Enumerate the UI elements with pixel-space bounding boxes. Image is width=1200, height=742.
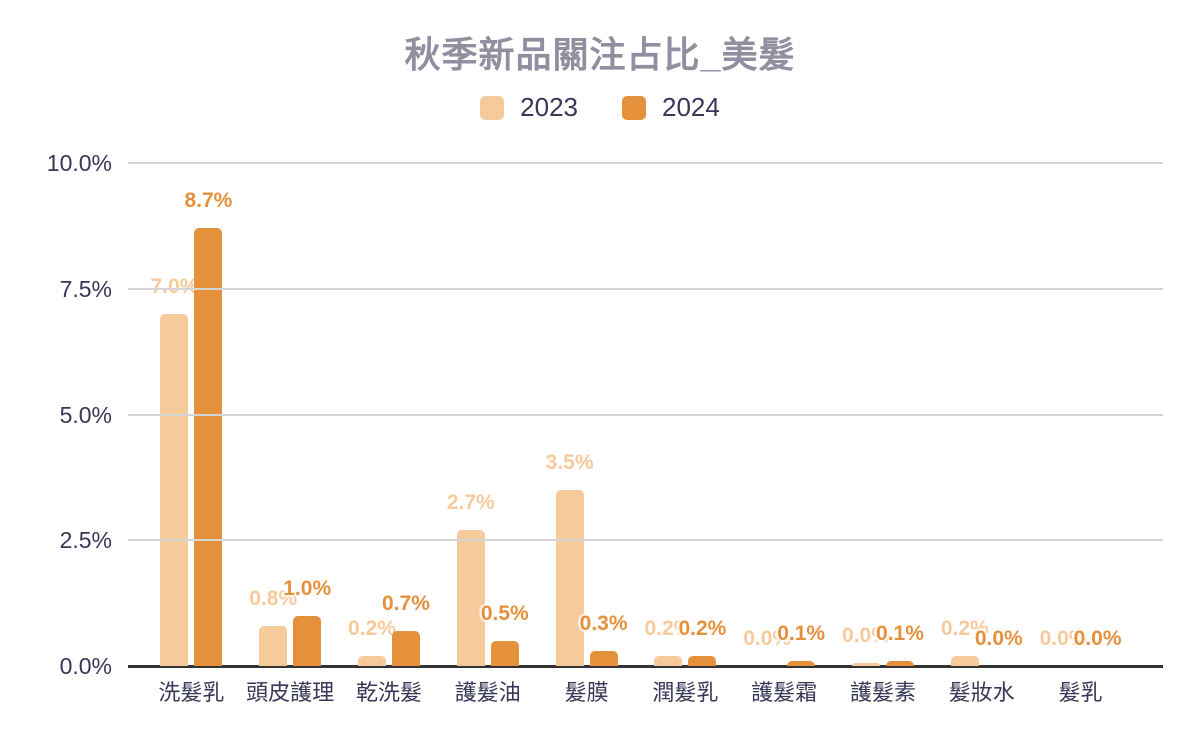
- x-tick-label: 乾洗髮: [355, 680, 422, 705]
- x-tick-label: 髮乳: [1058, 680, 1103, 705]
- bar-value-label-2023: 0.2%: [644, 617, 693, 640]
- bar-value-label-2024: 0.0%: [974, 627, 1023, 650]
- plot-area: 7.0% 8.7% 洗髮乳 0.8% 1.0% 頭皮護理 0.2% 0.7% 乾洗髮 2.7% 0.…: [47, 150, 1163, 706]
- bar-value-label-2023: 0.0%: [1039, 627, 1088, 650]
- bar-value-label-2024: 0.1%: [876, 622, 924, 645]
- legend-swatch-2023: [480, 95, 505, 120]
- bar-value-label-2023: 3.5%: [545, 451, 594, 474]
- y-tick-label: 10.0%: [46, 150, 112, 176]
- y-tick-label: 0.0%: [59, 653, 112, 679]
- bar-group-7: 0.0% 0.1% 護髮霜: [735, 163, 834, 706]
- bar-group-2: 0.8% 1.0% 頭皮護理: [241, 163, 340, 706]
- bar-value-label-2023: 7.0%: [150, 275, 199, 298]
- y-tick-label: 2.5%: [59, 527, 112, 554]
- bar-group-1: 7.0% 8.7% 洗髮乳: [142, 163, 241, 706]
- bar-2024: [787, 661, 816, 666]
- bar-value-label-2023: 0.0%: [842, 624, 890, 647]
- bar-2023: [950, 656, 979, 666]
- bar-group-3: 0.2% 0.7% 乾洗髮: [340, 163, 439, 706]
- bar-value-label-2023: 2.7%: [446, 491, 495, 514]
- bar-value-label-2024: 0.5%: [480, 602, 529, 625]
- gridline: [128, 539, 1163, 542]
- x-tick-label: 髮妝水: [948, 680, 1015, 705]
- bar-2023: [456, 530, 485, 666]
- legend: 2023 2024: [0, 92, 1200, 123]
- bar-2023: [851, 663, 880, 666]
- bar-value-label-2023: 0.2%: [940, 617, 989, 640]
- bar-2024: [293, 616, 322, 666]
- legend-swatch-2024: [622, 95, 646, 120]
- x-tick-label: 護髮油: [454, 680, 521, 705]
- bar-group-9: 0.2% 0.0% 髮妝水: [932, 163, 1031, 706]
- bar-value-label-2024: 0.2%: [678, 617, 727, 640]
- x-tick-label: 洗髮乳: [158, 680, 225, 705]
- bar-value-label-2024: 8.7%: [184, 189, 233, 212]
- bar-value-label-2024: 0.3%: [579, 612, 628, 635]
- bar-2024: [490, 641, 519, 666]
- bar-2024: [688, 656, 717, 666]
- x-tick-label: 髮膜: [564, 680, 609, 705]
- bar-group-4: 2.7% 0.5% 護髮油: [438, 163, 537, 706]
- bar-2024: [194, 228, 223, 666]
- bar-value-label-2024: 1.0%: [283, 577, 332, 600]
- x-tick-label: 護髮霜: [751, 680, 818, 705]
- bar-2023: [654, 656, 683, 666]
- bar-value-label-2023: 0.0%: [743, 627, 792, 650]
- legend-item-2023[interactable]: 2023: [480, 92, 578, 123]
- gridline: [128, 162, 1163, 164]
- legend-item-2024[interactable]: 2024: [622, 92, 720, 123]
- bar-2023: [160, 314, 189, 666]
- bar-value-label-2024: 0.1%: [777, 622, 826, 645]
- x-tick-label: 頭皮護理: [246, 680, 335, 705]
- bar-group-10: 0.0% 0.0% 髮乳: [1031, 163, 1130, 706]
- bar-value-label-2023: 0.8%: [249, 587, 298, 610]
- bar-value-label-2024: 0.0%: [1073, 627, 1122, 650]
- legend-label: 2024: [662, 92, 720, 122]
- gridline: [128, 287, 1163, 290]
- bar-2024: [885, 661, 914, 666]
- bar-2024: [391, 631, 420, 666]
- bar-group-5: 3.5% 0.3% 髮膜: [537, 163, 636, 706]
- chart-title: 秋季新品關注占比_美髮: [404, 34, 796, 75]
- y-tick-label: 7.5%: [59, 275, 112, 302]
- x-tick-label: 潤髮乳: [652, 680, 719, 705]
- y-tick-label: 5.0%: [59, 401, 112, 428]
- bar-value-label-2024: 0.7%: [382, 592, 430, 615]
- x-tick-label: 護髮素: [849, 680, 916, 705]
- bar-2023: [357, 656, 386, 666]
- bar-group-6: 0.2% 0.2% 潤髮乳: [636, 163, 735, 706]
- bar-2023: [259, 626, 288, 666]
- bars-row: 7.0% 8.7% 洗髮乳 0.8% 1.0% 頭皮護理 0.2% 0.7% 乾洗髮 2.7% 0.…: [142, 163, 1130, 706]
- gridline: [128, 413, 1163, 416]
- bar-2023: [555, 490, 584, 666]
- x-axis-line: [128, 665, 1163, 668]
- bar-group-8: 0.0% 0.1% 護髮素: [834, 163, 933, 706]
- bar-2024: [589, 651, 618, 666]
- legend-label: 2023: [520, 92, 578, 122]
- bar-value-label-2023: 0.2%: [348, 617, 396, 640]
